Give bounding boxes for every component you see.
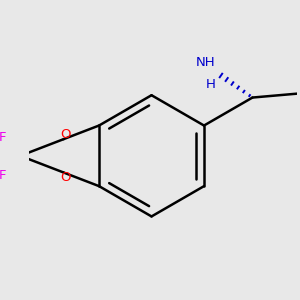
- Text: O: O: [61, 171, 71, 184]
- Text: O: O: [61, 128, 71, 141]
- Text: F: F: [0, 131, 6, 144]
- Text: F: F: [0, 169, 6, 182]
- Text: H: H: [206, 78, 216, 91]
- Text: NH: NH: [196, 56, 216, 69]
